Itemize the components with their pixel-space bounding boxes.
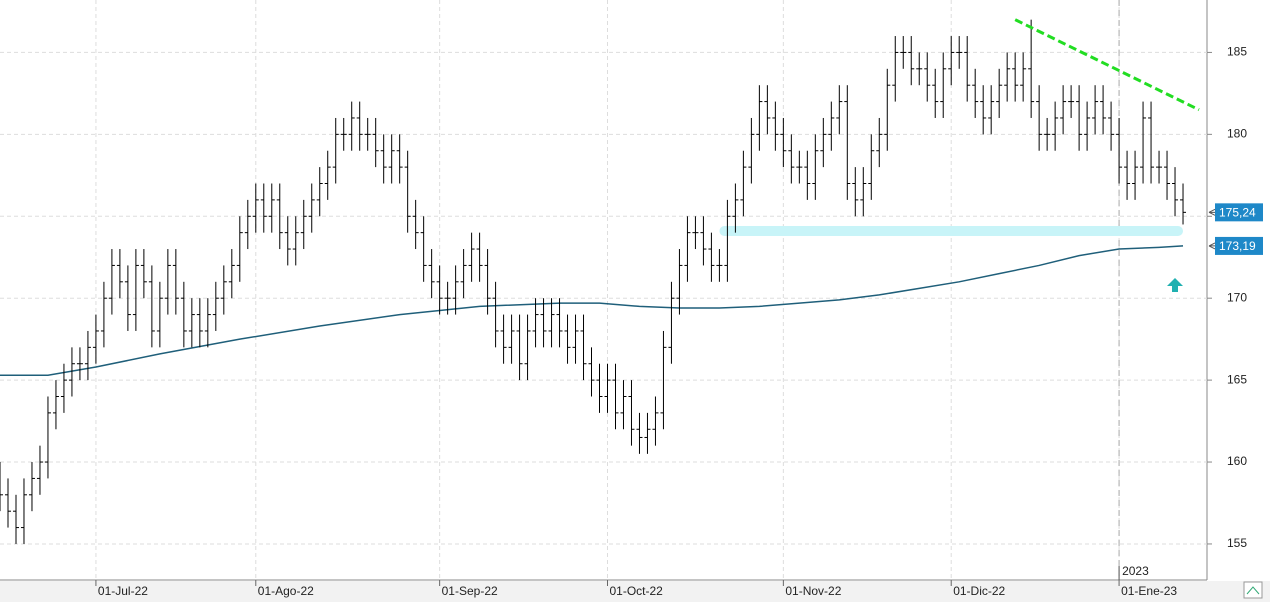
y-tick-label: 185 [1227,45,1247,59]
y-tick-label: 165 [1227,372,1247,386]
y-tick-label: 170 [1227,290,1247,304]
price-label-box [1215,203,1263,222]
y-tick-label: 160 [1227,454,1247,468]
x-tick-label: 01-Nov-22 [785,584,841,598]
x-tick-label: 01-Sep-22 [442,584,498,598]
scale-icon [1246,586,1260,595]
x-tick-label: 01-Ene-23 [1121,584,1177,598]
y-tick-label: 180 [1227,127,1247,141]
year-label: 2023 [1122,564,1149,578]
trendline [1014,18,1200,112]
x-tick-label: 01-Jul-22 [98,584,148,598]
x-tick-label: 01-Dic-22 [953,584,1005,598]
x-axis-panel [0,581,1270,602]
plot-layer [0,0,1207,580]
scale-button[interactable] [1243,581,1263,599]
support-band [719,226,1184,237]
price-label: 175,24 [1219,206,1256,220]
moving-average-line [0,245,1184,376]
up-arrow-icon [1167,278,1183,292]
price-label-box [1215,236,1263,255]
price-label: 173,19 [1219,239,1256,253]
y-tick-label: 155 [1227,536,1247,550]
x-tick-label: 01-Oct-22 [609,584,663,598]
x-tick-label: 01-Ago-22 [258,584,314,598]
